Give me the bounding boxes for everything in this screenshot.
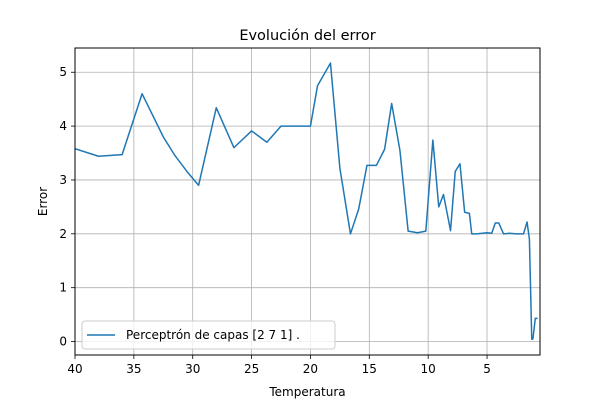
y-tick-label: 1 bbox=[59, 281, 67, 295]
x-tick-label: 20 bbox=[303, 362, 318, 376]
y-tick-label: 2 bbox=[59, 227, 67, 241]
legend-box bbox=[81, 320, 336, 350]
x-tick-label: 5 bbox=[483, 362, 491, 376]
x-axis-label: Temperatura bbox=[268, 385, 345, 399]
x-tick-label: 25 bbox=[244, 362, 259, 376]
series-layer bbox=[75, 62, 538, 341]
chart-title: Evolución del error bbox=[239, 28, 375, 44]
x-tick-label: 40 bbox=[67, 362, 82, 376]
legend-label: Perceptrón de capas [2 7 1] . bbox=[126, 328, 300, 342]
y-tick-label: 3 bbox=[59, 173, 67, 187]
y-tick-label: 5 bbox=[59, 65, 67, 79]
y-tick-label: 0 bbox=[59, 335, 67, 349]
legend: Perceptrón de capas [2 7 1] . bbox=[81, 320, 336, 350]
x-tick-label: 10 bbox=[421, 362, 436, 376]
x-tick-label: 35 bbox=[126, 362, 141, 376]
y-tick-label: 4 bbox=[59, 119, 67, 133]
series-line bbox=[75, 62, 538, 341]
x-tick-label: 15 bbox=[362, 362, 377, 376]
x-tick-label: 30 bbox=[185, 362, 200, 376]
axis-ticks: 40 35 30 25 20 15 10 5 0 1 2 3 4 5 bbox=[59, 65, 490, 376]
plot-frame bbox=[74, 47, 541, 356]
y-axis-label: Error bbox=[36, 187, 50, 216]
